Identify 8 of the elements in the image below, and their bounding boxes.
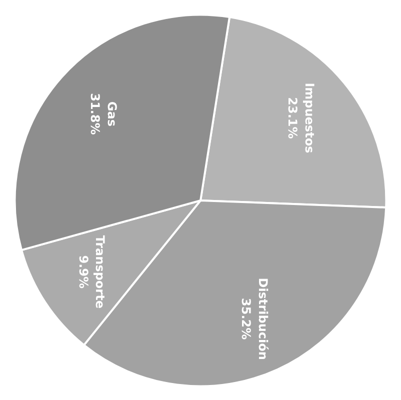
data-label: 31.8% bbox=[88, 93, 102, 135]
slice-label: Gas bbox=[104, 101, 119, 126]
data-label: 9.9% bbox=[76, 255, 90, 289]
data-label: 35.2% bbox=[238, 298, 253, 340]
data-label: 23.1% bbox=[286, 97, 300, 139]
slice-label: Impuestos bbox=[302, 82, 316, 154]
slice-label: Transporte bbox=[93, 235, 108, 308]
slice-label: Distribución bbox=[256, 278, 270, 360]
